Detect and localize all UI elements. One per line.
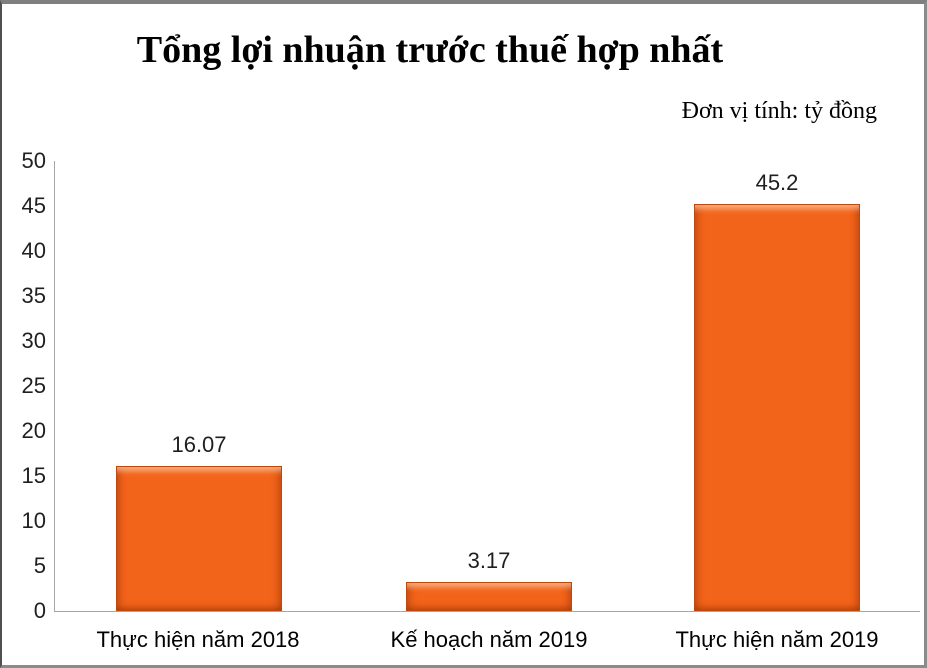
- plot-area: 16.07 3.17 45.2: [54, 161, 920, 612]
- bar-ke-hoach-2019: [406, 582, 572, 611]
- x-category-label: Thực hiện năm 2018: [96, 627, 300, 652]
- y-tick-label: 45: [21, 193, 46, 218]
- y-tick-label: 20: [21, 418, 46, 443]
- x-category-label: Kế hoạch năm 2019: [390, 627, 588, 652]
- chart-title: Tổng lợi nhuận trước thuế hợp nhất: [136, 29, 724, 71]
- bar-value-label: 45.2: [755, 170, 799, 196]
- bar-column: 16.07: [116, 161, 282, 611]
- y-tick-label: 15: [21, 463, 46, 488]
- y-tick-label: 30: [21, 328, 46, 353]
- y-tick-label: 50: [21, 148, 46, 173]
- bar-thuc-hien-2019: [694, 204, 860, 611]
- y-tick-label: 5: [33, 553, 46, 578]
- bar-value-label: 16.07: [171, 432, 227, 458]
- bar-column: 45.2: [694, 161, 860, 611]
- y-tick-label: 10: [21, 508, 46, 533]
- unit-label: Đơn vị tính: tỷ đồng: [681, 98, 877, 124]
- bar-column: 3.17: [406, 161, 572, 611]
- bar-value-label: 3.17: [467, 548, 511, 574]
- x-category-label: Thực hiện năm 2019: [675, 627, 879, 652]
- y-tick-label: 35: [21, 283, 46, 308]
- y-tick-label: 25: [21, 373, 46, 398]
- bar-thuc-hien-2018: [116, 466, 282, 611]
- y-tick-label: 40: [21, 238, 46, 263]
- y-tick-label: 0: [33, 598, 46, 623]
